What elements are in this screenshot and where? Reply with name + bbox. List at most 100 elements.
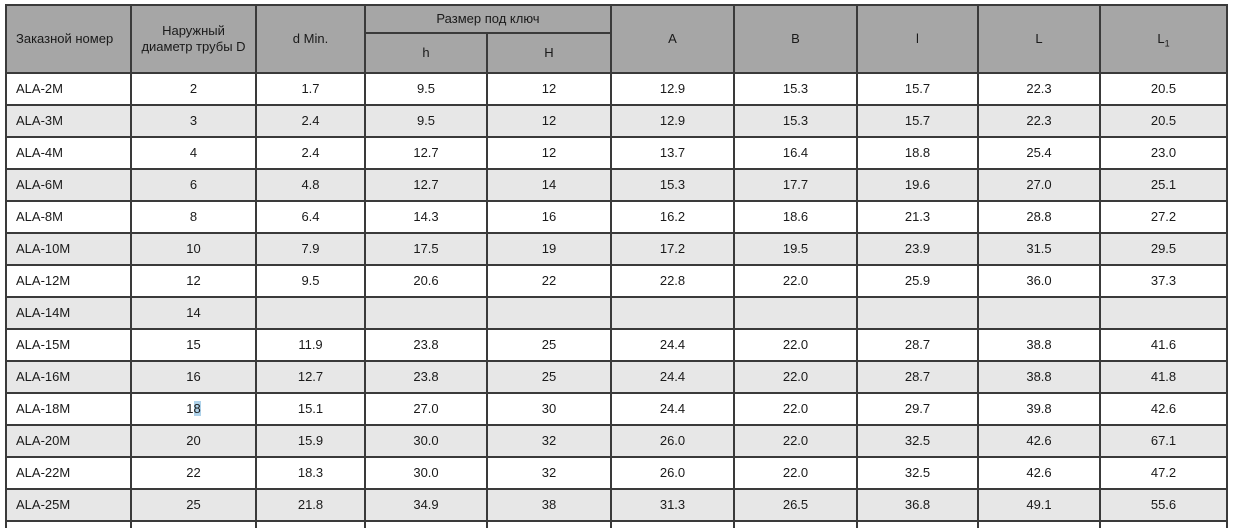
value-cell: 25.4: [977, 136, 1101, 170]
value-cell: 36.6: [733, 520, 858, 528]
value-cell: 25.9: [856, 264, 979, 298]
header-row-1: Заказной номер Наружный диаметр трубы D …: [5, 4, 1228, 74]
value-cell: 19.5: [733, 232, 858, 266]
value-cell: 12.7: [255, 360, 366, 394]
value-cell: 47.2: [1099, 456, 1228, 490]
value-cell: 22.3: [977, 104, 1101, 138]
table-row: ALA-16M 16 12.7 23.8 25 24.4 22.0 28.7 38.8 41.8: [5, 360, 1228, 394]
table-row: ALA-12M 12 9.5 20.6 22 22.8 22.0 25.9 36.0 37.3: [5, 264, 1228, 298]
header-row-2: h H: [6, 32, 1227, 74]
value-cell: 14.3: [364, 200, 488, 234]
value-cell: 22.0: [733, 328, 858, 362]
value-cell: 6.4: [255, 200, 366, 234]
value-cell: 24.4: [610, 392, 735, 426]
value-cell: 20.5: [1099, 72, 1228, 106]
order-number-cell: ALA-4M: [5, 136, 132, 170]
value-cell: 4.8: [255, 168, 366, 202]
value-cell: 12.9: [610, 104, 735, 138]
value-cell: 65.0: [1099, 520, 1228, 528]
value-cell: 18.6: [733, 200, 858, 234]
value-cell: 21.8: [255, 488, 366, 522]
value-cell: 19.6: [856, 168, 979, 202]
value-cell: 30: [486, 392, 612, 426]
table-row: ALA-10M 10 7.9 17.5 19 17.2 19.5 23.9 31.5 29.5: [5, 232, 1228, 266]
order-number-cell: ALA-14M: [5, 296, 132, 330]
value-cell: 27.0: [977, 168, 1101, 202]
value-cell: 2.4: [255, 136, 366, 170]
value-cell: [856, 296, 979, 330]
value-cell: 14: [486, 168, 612, 202]
value-cell: 15.3: [733, 72, 858, 106]
value-cell: 42.6: [977, 456, 1101, 490]
value-cell: 25: [486, 360, 612, 394]
table-body: ALA-2M 2 1.7 9.5 12 12.9 15.3 15.7 22.3 20.5 ALA-3…: [5, 72, 1228, 528]
value-cell: 26.0: [610, 456, 735, 490]
value-cell: [977, 296, 1101, 330]
value-cell: 22: [130, 456, 257, 490]
value-cell: [1099, 296, 1228, 330]
value-cell: 20: [130, 424, 257, 458]
value-cell: 21.8: [255, 520, 366, 528]
value-cell: 12.9: [610, 72, 735, 106]
col-header-L1-subscript: 1: [1164, 38, 1170, 49]
col-header-order-number: Заказной номер: [5, 4, 132, 74]
value-cell: 15.3: [610, 168, 735, 202]
value-cell: 13.7: [610, 136, 735, 170]
col-header-A: A: [610, 4, 735, 74]
value-cell: 64.0: [977, 520, 1101, 528]
value-cell: 12: [486, 72, 612, 106]
value-cell: 6: [130, 168, 257, 202]
col-header-L: L: [977, 4, 1101, 74]
table-row: ALA-18M 18 15.1 27.0 30 24.4 22.0 29.7 39.8 42.6: [5, 392, 1228, 426]
value-cell: 12: [486, 136, 612, 170]
value-cell: [733, 296, 858, 330]
value-cell: 42.6: [977, 424, 1101, 458]
value-cell: [486, 296, 612, 330]
value-cell: 22.0: [733, 264, 858, 298]
order-number-cell: ALA-28M: [5, 520, 132, 528]
value-cell: 36.6: [610, 520, 735, 528]
value-cell: 37.3: [1099, 264, 1228, 298]
value-cell: 18.3: [255, 456, 366, 490]
order-number-cell: ALA-6M: [5, 168, 132, 202]
value-cell: 22.0: [733, 424, 858, 458]
value-cell: 17.5: [364, 232, 488, 266]
value-cell: 23.0: [1099, 136, 1228, 170]
value-cell: 18: [130, 392, 257, 426]
col-header-outer-diameter: Наружный диаметр трубы D: [130, 4, 257, 74]
order-number-cell: ALA-22M: [5, 456, 132, 490]
value-cell: 28.7: [856, 328, 979, 362]
value-cell: 15.7: [856, 104, 979, 138]
value-cell: 15.1: [255, 392, 366, 426]
value-cell: 22.0: [733, 456, 858, 490]
value-cell: 38.8: [977, 328, 1101, 362]
value-cell: 25.1: [1099, 168, 1228, 202]
cell-text: 1: [186, 400, 194, 416]
value-cell: 30.0: [364, 424, 488, 458]
value-cell: 26.0: [610, 424, 735, 458]
value-cell: 28.7: [856, 360, 979, 394]
order-number-cell: ALA-10M: [5, 232, 132, 266]
value-cell: 22.3: [977, 72, 1101, 106]
value-cell: 1.7: [255, 72, 366, 106]
col-header-h: h: [364, 32, 488, 74]
value-cell: 15.3: [733, 104, 858, 138]
value-cell: 36.0: [977, 264, 1101, 298]
value-cell: 24.4: [610, 360, 735, 394]
value-cell: 67.1: [1099, 424, 1228, 458]
value-cell: 2.4: [255, 104, 366, 138]
value-cell: 22.0: [733, 360, 858, 394]
table-row: ALA-6M 6 4.8 12.7 14 15.3 17.7 19.6 27.0 25.1: [5, 168, 1228, 202]
table-header: Заказной номер Наружный диаметр трубы D …: [5, 4, 1228, 74]
value-cell: 32: [486, 424, 612, 458]
value-cell: 9.5: [364, 104, 488, 138]
col-header-d-min: d Min.: [255, 4, 366, 74]
value-cell: 23.8: [364, 328, 488, 362]
value-cell: 29.5: [1099, 232, 1228, 266]
value-cell: 16: [486, 200, 612, 234]
value-cell: 16.4: [733, 136, 858, 170]
value-cell: 17.2: [610, 232, 735, 266]
value-cell: 12.7: [364, 168, 488, 202]
table-row: ALA-14M 14: [5, 296, 1228, 330]
value-cell: 29.7: [856, 392, 979, 426]
